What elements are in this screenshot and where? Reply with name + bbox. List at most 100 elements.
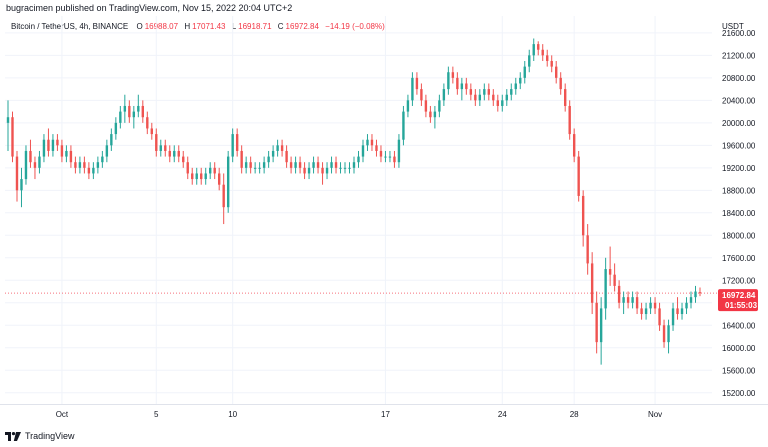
candle — [581, 190, 585, 247]
candle-body — [424, 100, 428, 112]
candle-body — [289, 162, 293, 168]
price-tag-bg — [718, 289, 758, 312]
candle-body — [240, 150, 243, 168]
candle-body — [213, 167, 216, 174]
candle-body — [379, 150, 383, 157]
high-value: 17071.43 — [192, 22, 226, 31]
candle-body — [586, 235, 589, 264]
candle-body — [65, 150, 68, 157]
candle-body — [474, 94, 477, 101]
candle-body — [101, 156, 104, 163]
candle-body — [330, 162, 333, 168]
y-tick-label: 17600.00 — [722, 254, 756, 263]
candle-body — [177, 150, 180, 157]
candle-body — [186, 162, 189, 174]
candle-body — [483, 89, 486, 95]
candle — [465, 77, 468, 95]
candle — [519, 72, 522, 90]
candle — [613, 263, 616, 292]
candle — [451, 66, 455, 84]
candle — [698, 287, 702, 297]
candle — [366, 134, 369, 151]
candle — [357, 150, 360, 168]
candle — [604, 257, 607, 320]
candle-body — [150, 128, 153, 135]
candle-body — [622, 297, 625, 303]
candle — [47, 128, 50, 157]
published-text: bugracimen published on TradingView.com,… — [6, 3, 293, 13]
candle-body — [415, 77, 419, 90]
y-tick-label: 20800.00 — [722, 74, 756, 83]
candle — [496, 94, 499, 112]
low-label: L — [231, 22, 237, 31]
candle-body — [15, 156, 19, 191]
candle — [537, 41, 540, 56]
candle-body — [676, 308, 679, 315]
candle-body — [33, 162, 37, 168]
price-tag-countdown: 01:55:03 — [725, 301, 758, 310]
candle — [420, 83, 423, 106]
candle — [42, 134, 46, 163]
change-value: −14.19 (−0.08%) — [325, 22, 385, 31]
candle-body — [478, 94, 482, 101]
y-tick-label: 21200.00 — [722, 51, 756, 60]
candle — [285, 145, 288, 168]
candle-body — [492, 94, 495, 101]
candle-body — [348, 167, 351, 169]
candle-body — [316, 162, 320, 168]
candle — [316, 156, 320, 174]
candle — [339, 162, 342, 174]
candle-body — [644, 308, 648, 315]
candle — [478, 89, 482, 106]
candle — [689, 291, 693, 309]
candle — [599, 297, 603, 365]
candle — [559, 72, 562, 95]
candle-body — [640, 308, 643, 315]
candle — [20, 167, 23, 208]
candle-body — [182, 156, 185, 163]
candle — [222, 173, 225, 225]
candle-body — [631, 297, 634, 303]
candle-body — [343, 167, 347, 169]
candle-body — [222, 184, 225, 208]
time-axis[interactable]: Oct510172428Nov714 — [56, 410, 768, 419]
candle — [631, 291, 634, 309]
candle-body — [370, 139, 374, 146]
candle — [186, 156, 189, 180]
candle-body — [128, 105, 131, 118]
candle — [649, 297, 652, 315]
candle-body — [141, 105, 145, 118]
price-axis[interactable]: USDT 15200.0015600.0016000.0016400.00168… — [722, 22, 756, 398]
symbol-name[interactable]: Bitcoin / TetherUS, 4h, BINANCE — [11, 22, 129, 31]
candle — [640, 302, 643, 320]
candle — [262, 156, 266, 174]
candle — [92, 162, 95, 180]
candle-body — [92, 167, 95, 174]
tradingview-logo-icon[interactable] — [5, 431, 21, 441]
candle-body — [69, 150, 73, 163]
candle-body — [249, 162, 252, 168]
candle-body — [375, 145, 378, 151]
brand-name[interactable]: TradingView — [25, 431, 75, 441]
candle-body — [388, 156, 392, 158]
candle-body — [456, 77, 459, 90]
y-tick-label: 21600.00 — [722, 29, 756, 38]
candle-body — [258, 167, 261, 169]
candle — [29, 139, 32, 168]
y-tick-label: 19600.00 — [722, 141, 756, 150]
candle-body — [352, 162, 356, 168]
y-tick-label: 15200.00 — [722, 389, 756, 398]
candle — [217, 167, 221, 191]
candle — [635, 291, 639, 315]
candle — [168, 145, 171, 163]
candle-body — [200, 173, 203, 180]
candle-layer — [6, 38, 702, 365]
candle — [235, 128, 239, 157]
candle — [586, 224, 589, 275]
candle — [60, 139, 64, 163]
candle-body — [402, 111, 405, 140]
candle — [456, 72, 459, 95]
candle — [11, 111, 14, 163]
candle-body — [447, 72, 450, 90]
